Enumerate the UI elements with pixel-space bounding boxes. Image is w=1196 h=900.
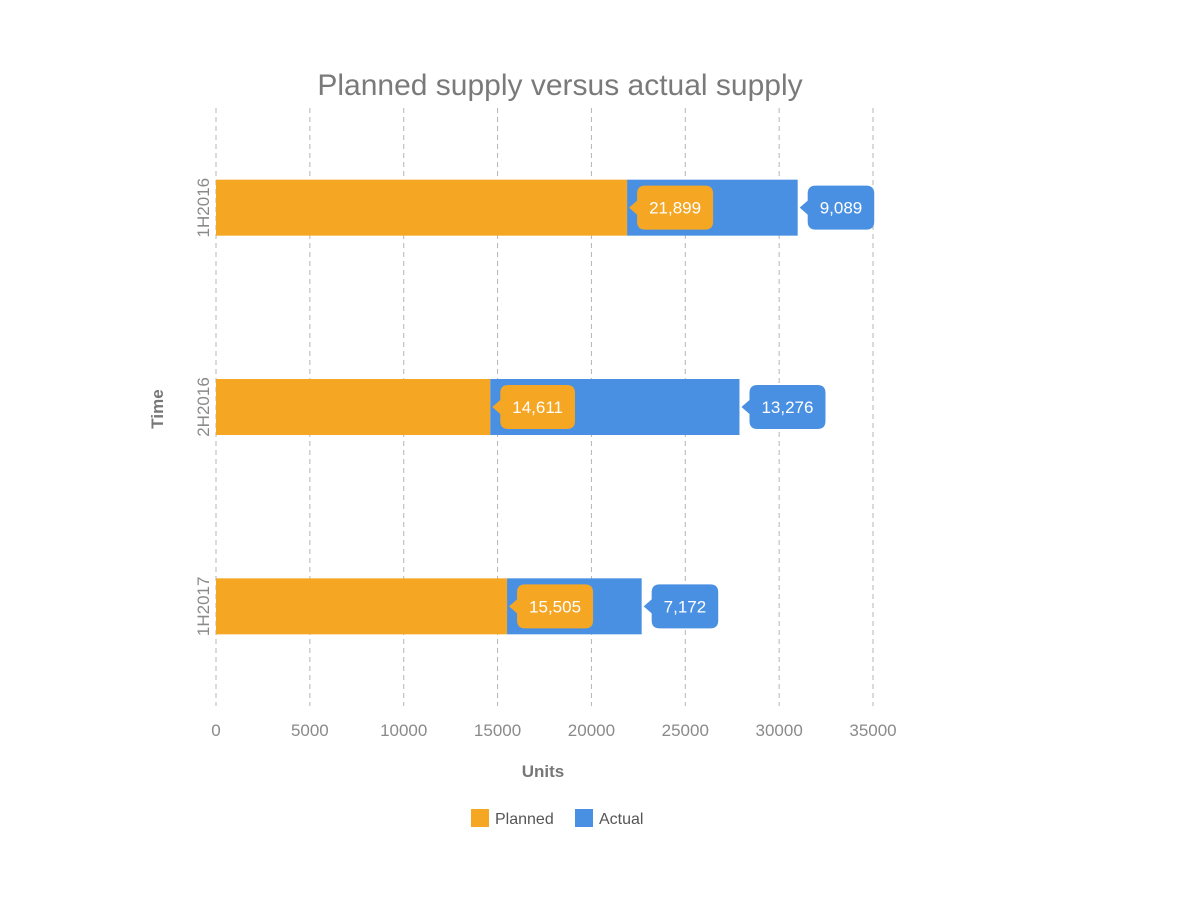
data-label-actual-1h2017: 7,172: [664, 597, 707, 616]
data-label-planned-1h2016: 21,899: [649, 199, 701, 218]
x-tick-label: 5000: [291, 721, 329, 740]
data-label-planned-2h2016-callout: 14,611: [492, 385, 576, 429]
x-axis-title: Units: [522, 762, 565, 781]
y-tick-label: 1H2016: [194, 178, 213, 238]
y-tick-label: 1H2017: [194, 577, 213, 637]
data-label-actual-1h2016-callout: 9,089: [799, 185, 875, 230]
data-labels: 21,899 9,089 14,611 13,276 15,505 7,172: [492, 185, 875, 629]
data-label-planned-1h2016-callout-box: [629, 185, 714, 230]
y-tick-label: 2H2016: [194, 377, 213, 437]
data-label-actual-2h2016-callout-box: [741, 385, 826, 429]
bar-planned-1h2016: [216, 179, 628, 236]
data-label-planned-2h2016-callout-box: [492, 385, 576, 429]
data-label-planned-1h2017-callout-box: [509, 584, 594, 629]
axis-ticks: 0 5000 10000 15000 20000 25000 30000 35000 1H201…: [194, 178, 897, 740]
x-tick-label: 10000: [380, 721, 427, 740]
data-label-actual-1h2017-callout: 7,172: [643, 584, 719, 629]
data-label-actual-1h2016-callout-box: [799, 185, 875, 230]
legend-swatch-actual: [575, 809, 593, 827]
data-label-actual-1h2016: 9,089: [820, 199, 863, 218]
x-tick-label: 35000: [849, 721, 896, 740]
data-label-planned-1h2017: 15,505: [529, 597, 581, 616]
x-tick-label: 0: [211, 721, 220, 740]
x-tick-label: 30000: [756, 721, 803, 740]
data-label-actual-1h2017-callout-box: [643, 584, 719, 629]
x-tick-label: 15000: [474, 721, 521, 740]
x-tick-label: 20000: [568, 721, 615, 740]
y-axis-title: Time: [148, 389, 167, 428]
legend: Planned Actual: [471, 809, 643, 828]
data-label-planned-2h2016: 14,611: [512, 398, 563, 417]
data-label-actual-2h2016: 13,276: [761, 398, 813, 417]
legend-swatch-planned: [471, 809, 489, 827]
bar-planned-2h2016: [216, 379, 491, 435]
data-label-actual-2h2016-callout: 13,276: [741, 385, 826, 429]
x-tick-label: 25000: [662, 721, 709, 740]
legend-label-planned: Planned: [495, 811, 554, 828]
data-label-planned-1h2017-callout: 15,505: [509, 584, 594, 629]
bar-planned-1h2017: [216, 578, 508, 635]
data-label-planned-1h2016-callout: 21,899: [629, 185, 714, 230]
chart-title: Planned supply versus actual supply: [317, 69, 802, 102]
legend-label-actual: Actual: [599, 811, 643, 828]
